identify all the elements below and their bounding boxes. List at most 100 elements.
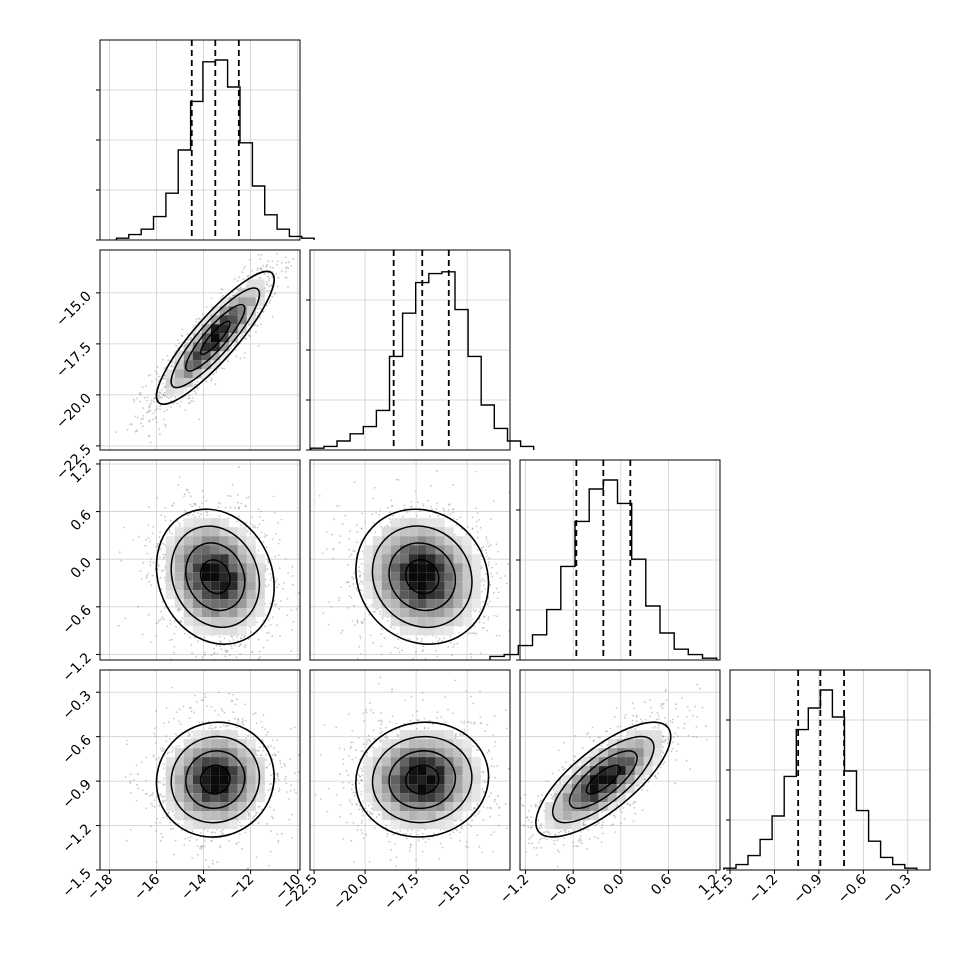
scatter-point	[352, 604, 355, 607]
scatter-point	[172, 402, 175, 405]
scatter-point	[170, 364, 173, 367]
scatter-point	[201, 378, 204, 381]
scatter-point	[201, 313, 204, 316]
scatter-point	[181, 345, 184, 348]
scatter-point	[411, 657, 414, 660]
scatter-point	[236, 636, 238, 639]
scatter-point	[196, 380, 199, 383]
scatter-point	[480, 546, 483, 549]
scatter-point	[275, 272, 278, 275]
scatter-point	[340, 586, 342, 589]
scatter-point	[157, 563, 160, 566]
scatter-point	[146, 411, 149, 414]
scatter-point	[155, 405, 158, 408]
scatter-point	[279, 759, 281, 762]
scatter-point	[248, 258, 251, 261]
scatter-point	[495, 563, 498, 565]
scatter-point	[347, 606, 350, 609]
scatter-point	[379, 610, 381, 613]
scatter-point	[229, 506, 232, 509]
scatter-point	[476, 536, 479, 539]
scatter-point	[200, 513, 203, 516]
scatter-point	[188, 401, 191, 404]
scatter-point	[485, 552, 488, 554]
scatter-point	[137, 787, 140, 790]
scatter-point	[188, 397, 191, 400]
scatter-point	[482, 626, 485, 629]
scatter-point	[213, 652, 216, 654]
scatter-point	[174, 396, 177, 399]
scatter-point	[297, 771, 300, 773]
scatter-point	[143, 396, 146, 399]
scatter-point	[303, 530, 305, 532]
scatter-point	[219, 645, 222, 648]
scatter-point	[190, 706, 193, 709]
scatter-point	[190, 643, 193, 646]
scatter-point	[389, 652, 392, 654]
scatter-point	[272, 267, 274, 270]
scatter-point	[164, 543, 166, 546]
scatter-point	[348, 538, 351, 540]
scatter-point	[187, 514, 190, 517]
scatter-point	[351, 576, 353, 578]
scatter-point	[176, 402, 179, 405]
scatter-point	[390, 626, 392, 629]
scatter-point	[240, 502, 243, 505]
scatter-point	[249, 532, 252, 535]
scatter-point	[517, 614, 519, 616]
scatter-point	[203, 651, 206, 654]
scatter-point	[492, 500, 495, 502]
scatter-point	[295, 608, 298, 611]
scatter-point	[222, 828, 225, 831]
scatter-point	[124, 776, 127, 778]
scatter-point	[407, 666, 409, 668]
scatter-point	[266, 534, 268, 537]
scatter-point	[491, 575, 494, 578]
scatter-point	[486, 629, 488, 632]
scatter-point	[145, 385, 148, 387]
scatter-point	[397, 638, 400, 641]
scatter-point	[473, 544, 476, 546]
scatter-point	[379, 613, 381, 615]
scatter-point	[180, 334, 183, 336]
scatter-point	[198, 515, 201, 518]
scatter-point	[202, 496, 205, 499]
scatter-point	[274, 555, 277, 558]
scatter-point	[183, 493, 186, 496]
scatter-point	[256, 621, 258, 624]
scatter-point	[235, 355, 238, 358]
scatter-point	[205, 510, 208, 513]
scatter-point	[265, 734, 268, 736]
scatter-point	[220, 707, 223, 710]
scatter-point	[401, 649, 403, 652]
scatter-point	[443, 509, 445, 512]
scatter-point	[211, 862, 214, 865]
scatter-point	[403, 510, 406, 513]
scatter-point	[195, 320, 197, 323]
scatter-point	[226, 725, 229, 727]
scatter-point	[306, 570, 308, 572]
scatter-point	[169, 639, 172, 642]
scatter-point	[234, 703, 237, 706]
scatter-point	[482, 549, 484, 552]
scatter-point	[151, 380, 153, 383]
scatter-point	[147, 613, 150, 616]
scatter-point	[174, 839, 177, 842]
scatter-point	[231, 483, 234, 486]
scatter-point	[198, 721, 201, 724]
scatter-point	[276, 739, 278, 741]
scatter-point	[186, 489, 189, 492]
scatter-point	[199, 831, 202, 834]
scatter-point	[136, 430, 139, 433]
scatter-point	[375, 511, 378, 514]
scatter-point	[265, 546, 268, 548]
scatter-point	[233, 278, 236, 280]
scatter-point	[204, 654, 207, 656]
scatter-point	[484, 588, 486, 590]
scatter-point	[188, 717, 191, 720]
scatter-point	[474, 610, 476, 613]
scatter-point	[285, 782, 288, 785]
scatter-point	[239, 644, 242, 647]
scatter-point	[265, 281, 268, 283]
scatter-point	[123, 526, 126, 529]
